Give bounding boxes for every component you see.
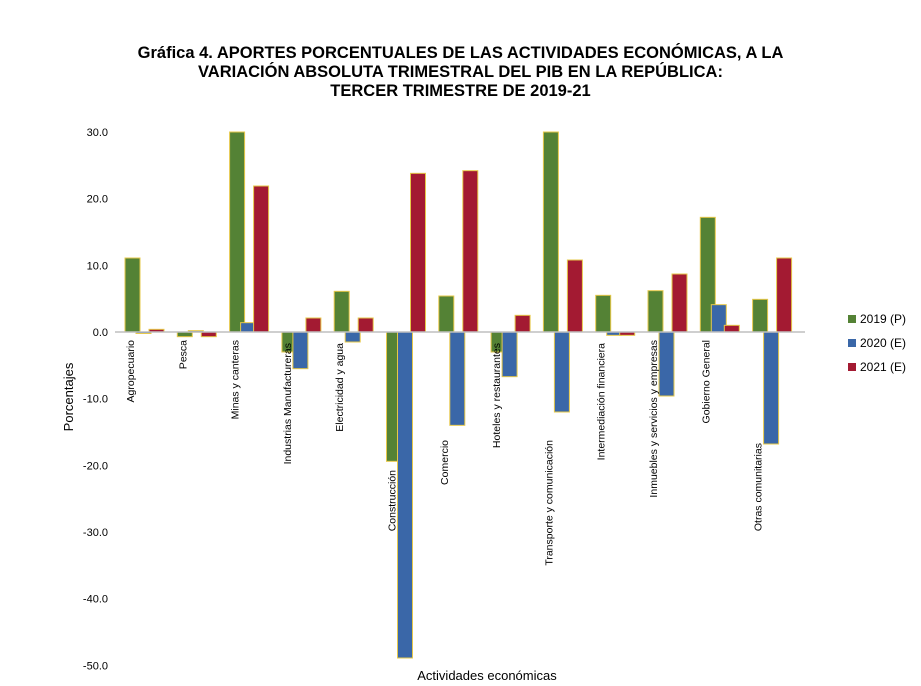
bar-2020-6 bbox=[449, 331, 466, 426]
category-label: Hoteles y restaurantes bbox=[491, 343, 503, 448]
legend-label: 2019 (P) bbox=[860, 312, 906, 326]
bar-2021-4 bbox=[357, 317, 374, 333]
y-tick-label: -30.0 bbox=[83, 527, 108, 539]
category-label: Comercio bbox=[439, 440, 451, 485]
category-label: Electricidad y agua bbox=[334, 343, 346, 432]
bar-2021-11 bbox=[723, 324, 740, 333]
y-tick-label: 10.0 bbox=[87, 260, 108, 272]
bar-2019-12 bbox=[752, 298, 769, 333]
bar-2021-12 bbox=[776, 257, 793, 333]
bar-2021-3 bbox=[305, 317, 322, 333]
category-label: Agropecuario bbox=[125, 340, 137, 403]
category-label: Inmuebles y servicios y empresas bbox=[648, 340, 660, 498]
bar-2019-4 bbox=[333, 290, 350, 333]
y-tick-label: -20.0 bbox=[83, 460, 108, 472]
bar-2020-8 bbox=[553, 331, 570, 413]
bar-2021-2 bbox=[253, 185, 270, 333]
y-tick-label: 30.0 bbox=[87, 127, 108, 139]
bar-2019-0 bbox=[124, 257, 141, 333]
x-axis-title: Actividades económicas bbox=[417, 668, 557, 683]
legend-swatch bbox=[848, 339, 856, 347]
category-label: Transporte y comunicación bbox=[543, 440, 555, 566]
bar-2020-10 bbox=[658, 331, 675, 397]
legend-swatch bbox=[848, 363, 856, 371]
category-label: Minas y canteras bbox=[230, 340, 242, 419]
category-label: Construcción bbox=[387, 470, 399, 531]
bar-2021-8 bbox=[566, 259, 583, 333]
y-tick-label: -40.0 bbox=[83, 594, 108, 606]
bar-2020-12 bbox=[763, 331, 780, 445]
bar-2019-8 bbox=[542, 131, 559, 333]
title-line-2: VARIACIÓN ABSOLUTA TRIMESTRAL DEL PIB EN… bbox=[198, 63, 723, 81]
bar-2020-3 bbox=[292, 331, 309, 370]
bar-2019-10 bbox=[647, 290, 664, 333]
title-line-1: Gráfica 4. APORTES PORCENTUALES DE LAS A… bbox=[137, 44, 784, 62]
bar-2021-5 bbox=[410, 172, 426, 333]
category-label: Pesca bbox=[177, 340, 189, 369]
y-tick-label: -10.0 bbox=[83, 394, 108, 406]
legend-label: 2020 (E) bbox=[860, 336, 906, 350]
y-axis-title: Porcentajes bbox=[61, 362, 76, 431]
chart-title: Gráfica 4. APORTES PORCENTUALES DE LAS A… bbox=[0, 44, 921, 101]
bar-2019-9 bbox=[595, 294, 612, 333]
bar-2021-7 bbox=[514, 314, 531, 333]
y-tick-label: 0.0 bbox=[93, 327, 108, 339]
category-label: Intermediación financiera bbox=[596, 343, 608, 460]
bar-2020-4 bbox=[344, 331, 361, 343]
y-tick-label: -50.0 bbox=[83, 660, 108, 672]
category-label: Gobierno General bbox=[700, 340, 712, 423]
legend-swatch bbox=[848, 315, 856, 323]
bar-2020-7 bbox=[501, 331, 518, 378]
bar-2019-2 bbox=[229, 131, 246, 333]
legend-label: 2021 (E) bbox=[860, 360, 906, 374]
bar-2021-6 bbox=[462, 170, 479, 333]
title-line-3: TERCER TRIMESTRE DE 2019-21 bbox=[330, 82, 591, 100]
category-label: Otras comunitarias bbox=[753, 443, 765, 531]
bar-2019-6 bbox=[438, 295, 455, 333]
y-tick-label: 20.0 bbox=[87, 194, 108, 206]
category-label: Industrias Manufactureras bbox=[282, 343, 294, 464]
bar-2021-10 bbox=[671, 273, 688, 333]
bar-2020-5 bbox=[397, 331, 413, 659]
